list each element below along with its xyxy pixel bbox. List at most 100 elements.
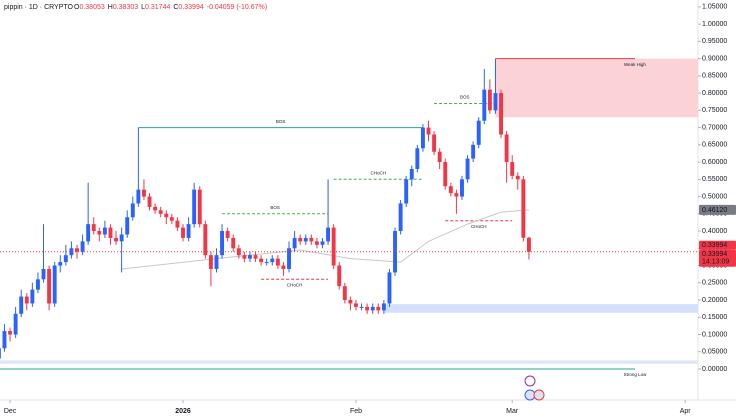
candle-body xyxy=(186,224,191,238)
candle-body xyxy=(281,265,286,269)
candle-body xyxy=(13,313,18,335)
y-tick-label: 1.00000 xyxy=(702,21,727,28)
candle-body xyxy=(225,231,230,238)
candle-body xyxy=(287,248,291,269)
zone xyxy=(0,360,698,364)
candle-body xyxy=(337,265,342,287)
structure-label: BOS xyxy=(270,205,280,210)
candle-body xyxy=(482,89,487,121)
candle-body xyxy=(119,234,124,242)
candle-body xyxy=(493,93,498,111)
candle-body xyxy=(19,296,24,314)
y-tick-label: 0.05000 xyxy=(702,349,727,356)
candle-body xyxy=(460,179,464,197)
ohlc-key: C xyxy=(173,4,178,11)
candle-body xyxy=(208,255,213,269)
ohlc-value: 0.31744 xyxy=(145,4,170,11)
symbol: pippin · 1D · CRYPTO xyxy=(4,4,74,11)
countdown-box xyxy=(699,249,736,267)
y-tick-label: 0.00000 xyxy=(702,366,727,373)
y-tick-label: 0.20000 xyxy=(702,297,727,304)
ohlc-key: O xyxy=(74,4,80,11)
candle-body xyxy=(303,237,308,242)
candle-body xyxy=(432,134,437,152)
candle-body xyxy=(370,306,375,311)
candle-body xyxy=(342,286,347,300)
candle-body xyxy=(381,303,386,311)
candle-body xyxy=(175,220,180,228)
event-icon xyxy=(524,375,536,387)
candle-body xyxy=(164,213,169,218)
y-tick-label: 1.05000 xyxy=(702,4,727,11)
ma-price-box xyxy=(699,204,736,215)
candle-body xyxy=(415,148,420,169)
candle-body xyxy=(52,265,57,304)
structure-label: BOS xyxy=(460,95,470,100)
candle-body xyxy=(102,227,107,235)
candle-body xyxy=(86,224,91,242)
candle-body xyxy=(197,189,202,225)
structure-label: Strong Low xyxy=(624,372,648,377)
candle-body xyxy=(41,268,46,280)
last-price-label: 0.33994 xyxy=(702,251,727,258)
candle-body xyxy=(58,262,63,266)
candle-body xyxy=(471,144,476,159)
ohlc-value: 0.33994 xyxy=(178,4,203,11)
candle-body xyxy=(499,93,503,135)
candle-body xyxy=(331,227,336,266)
structure-label: CHoCH xyxy=(287,282,303,287)
candle-body xyxy=(63,255,68,263)
candle-body xyxy=(2,331,7,349)
candle-body xyxy=(231,237,236,249)
candle-body xyxy=(448,186,453,194)
countdown: 14:13:09 xyxy=(702,259,729,266)
candle-body xyxy=(476,120,481,145)
candle-body xyxy=(426,127,431,135)
candle-body xyxy=(214,255,219,269)
structure-label: CHoCH xyxy=(371,170,387,175)
candle-body xyxy=(292,237,297,249)
y-tick-label: 0.65000 xyxy=(702,142,727,149)
candle-body xyxy=(136,189,141,204)
candle-body xyxy=(220,231,225,256)
candle-body xyxy=(169,217,174,221)
candle-body xyxy=(30,289,35,304)
ohlc-value: 0.38303 xyxy=(113,4,138,11)
candle-body xyxy=(404,179,409,204)
y-tick-label: 0.40000 xyxy=(702,228,727,235)
structure-label: Weak High xyxy=(624,62,646,67)
y-tick-label: 0.75000 xyxy=(702,107,727,114)
candle-body xyxy=(80,241,85,252)
candle-body xyxy=(91,224,96,232)
candle-body xyxy=(398,203,403,232)
ohlc-values: O0.38053 H0.38303 L0.31744 C0.33994 -0.04059… xyxy=(74,4,267,11)
candle-body xyxy=(504,134,509,163)
candle-body xyxy=(348,300,353,304)
candle-body xyxy=(141,189,146,197)
candle-body xyxy=(314,241,319,245)
candle-body xyxy=(298,237,303,242)
structure-label: BOS xyxy=(276,119,286,124)
zone xyxy=(495,58,698,118)
candle-body xyxy=(236,248,241,256)
last-price-box xyxy=(699,240,736,250)
candle-body xyxy=(270,258,275,263)
candle-body xyxy=(8,331,12,335)
x-tick-label: Mar xyxy=(506,408,519,415)
candle-body xyxy=(409,168,414,180)
candle-body xyxy=(114,237,119,242)
candle-body xyxy=(454,193,459,197)
y-tick-label: 0.95000 xyxy=(702,38,727,45)
candle-body xyxy=(47,268,52,304)
candle-body xyxy=(359,306,364,308)
change: -0.04059 (-10.67%) xyxy=(207,4,267,11)
candle-body xyxy=(259,258,264,263)
candle-body xyxy=(181,227,185,238)
candle-body xyxy=(0,348,1,359)
candle-body xyxy=(24,296,29,304)
candle-body xyxy=(203,224,208,256)
y-tick-label: 0.60000 xyxy=(702,159,727,166)
candle-body xyxy=(192,189,197,225)
candle-body xyxy=(248,255,252,259)
candle-body xyxy=(326,227,331,242)
